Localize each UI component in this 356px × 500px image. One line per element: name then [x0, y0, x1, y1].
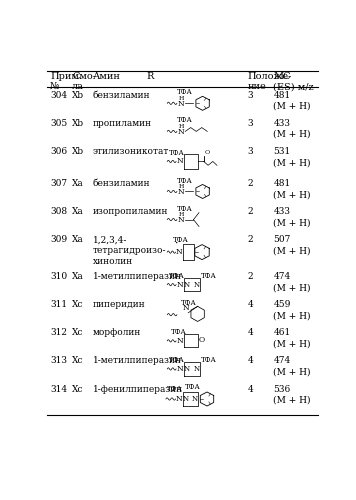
Text: ТФА: ТФА	[169, 356, 184, 364]
Text: N: N	[184, 280, 190, 288]
Text: 459
(M + H): 459 (M + H)	[273, 300, 311, 320]
Text: ТФА: ТФА	[172, 328, 187, 336]
Text: ТФА: ТФА	[177, 116, 193, 124]
Text: N: N	[177, 158, 184, 166]
Text: 536
(M + H): 536 (M + H)	[273, 384, 311, 404]
Text: 4: 4	[247, 300, 253, 309]
Text: 474
(M + H): 474 (M + H)	[273, 356, 311, 376]
Text: N: N	[176, 395, 183, 403]
Text: N: N	[192, 395, 198, 403]
Text: ТФА: ТФА	[201, 272, 217, 280]
Text: 307: 307	[50, 179, 67, 188]
Text: 311: 311	[50, 300, 67, 309]
Text: ТФА: ТФА	[177, 88, 193, 96]
Text: 312: 312	[50, 328, 67, 338]
Text: ТФА: ТФА	[185, 384, 200, 392]
Text: Xb: Xb	[72, 119, 84, 128]
Text: 2: 2	[247, 235, 253, 244]
Text: ТФА: ТФА	[169, 272, 184, 280]
Text: Xb: Xb	[72, 91, 84, 100]
Text: Xc: Xc	[72, 300, 84, 309]
Text: ·: ·	[175, 238, 179, 248]
Text: этилизоникотат: этилизоникотат	[93, 147, 169, 156]
Text: 3: 3	[247, 119, 253, 128]
Text: H: H	[179, 184, 184, 189]
Text: N: N	[194, 280, 200, 288]
Text: O: O	[205, 150, 210, 156]
Text: N: N	[178, 188, 184, 196]
Text: 305: 305	[50, 119, 67, 128]
Text: 313: 313	[50, 356, 67, 366]
Text: N: N	[178, 216, 184, 224]
Text: 306: 306	[50, 147, 67, 156]
Text: Смо-
ла: Смо- ла	[72, 72, 96, 92]
Text: МС
(ES) м/z: МС (ES) м/z	[273, 72, 314, 92]
Text: N: N	[177, 280, 184, 288]
Text: 1-метилпиперазин: 1-метилпиперазин	[93, 272, 182, 281]
Text: N: N	[184, 365, 190, 373]
Text: 304: 304	[50, 91, 67, 100]
Text: 3: 3	[247, 91, 253, 100]
Text: N: N	[177, 365, 184, 373]
Text: 4: 4	[247, 384, 253, 394]
Text: Прим.
№: Прим. №	[50, 72, 82, 92]
Text: 3: 3	[247, 147, 253, 156]
Text: H: H	[179, 124, 184, 129]
Text: ТФА: ТФА	[181, 298, 197, 306]
Text: N: N	[178, 100, 184, 108]
Text: 4: 4	[247, 328, 253, 338]
Text: N: N	[183, 395, 189, 403]
Text: N: N	[194, 365, 200, 373]
Text: Амин: Амин	[93, 72, 121, 81]
Text: 4: 4	[247, 356, 253, 366]
Text: Положе-
ние: Положе- ние	[247, 72, 292, 92]
Text: H: H	[179, 96, 184, 101]
Text: ТФА: ТФА	[167, 385, 183, 393]
Text: бензиламин: бензиламин	[93, 91, 150, 100]
Text: 314: 314	[50, 384, 67, 394]
Text: ТФА: ТФА	[173, 236, 189, 244]
Text: 474
(M + H): 474 (M + H)	[273, 272, 311, 292]
Text: 1,2,3,4-
тетрагидроизо-
хинолин: 1,2,3,4- тетрагидроизо- хинолин	[93, 235, 166, 266]
Text: 461
(M + H): 461 (M + H)	[273, 328, 311, 348]
Text: 507
(M + H): 507 (M + H)	[273, 235, 311, 256]
Text: R: R	[147, 72, 154, 81]
Text: 481
(M + H): 481 (M + H)	[273, 179, 311, 199]
Text: бензиламин: бензиламин	[93, 179, 150, 188]
Text: 2: 2	[247, 272, 253, 281]
Text: N: N	[176, 248, 183, 256]
Text: изопропиламин: изопропиламин	[93, 207, 168, 216]
Text: N: N	[178, 128, 184, 136]
Text: N: N	[182, 304, 189, 312]
Text: пропиламин: пропиламин	[93, 119, 152, 128]
Text: Xa: Xa	[72, 235, 84, 244]
Text: Xa: Xa	[72, 272, 84, 281]
Text: N: N	[177, 337, 184, 345]
Text: ТФА: ТФА	[201, 356, 217, 364]
Text: Xc: Xc	[72, 356, 84, 366]
Text: 433
(M + H): 433 (M + H)	[273, 207, 311, 227]
Text: 433
(M + H): 433 (M + H)	[273, 119, 311, 139]
Text: 309: 309	[50, 235, 67, 244]
Text: 481
(M + H): 481 (M + H)	[273, 91, 311, 111]
Text: Xc: Xc	[72, 384, 84, 394]
Text: 2: 2	[247, 207, 253, 216]
Text: 2: 2	[247, 179, 253, 188]
Text: 310: 310	[50, 272, 67, 281]
Text: пиперидин: пиперидин	[93, 300, 146, 309]
Text: Xa: Xa	[72, 207, 84, 216]
Text: 531
(M + H): 531 (M + H)	[273, 147, 311, 167]
Text: 308: 308	[50, 207, 67, 216]
Text: Xc: Xc	[72, 328, 84, 338]
Text: ТФА: ТФА	[169, 149, 184, 157]
Text: Xb: Xb	[72, 147, 84, 156]
Text: ТФА: ТФА	[177, 176, 193, 184]
Text: Xa: Xa	[72, 179, 84, 188]
Text: морфолин: морфолин	[93, 328, 141, 338]
Text: 1-метилпиперазин: 1-метилпиперазин	[93, 356, 182, 366]
Text: 1-фенилпиперазин: 1-фенилпиперазин	[93, 384, 183, 394]
Text: ТФА: ТФА	[177, 204, 193, 212]
Text: H: H	[179, 212, 184, 218]
Text: O: O	[199, 336, 205, 344]
